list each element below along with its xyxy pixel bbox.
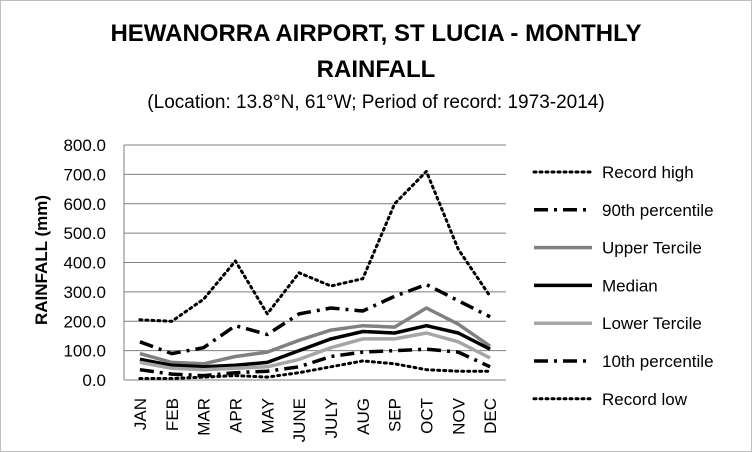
series-line-upper-tercile bbox=[139, 306, 492, 366]
x-tick-label: AUG bbox=[354, 398, 373, 435]
y-tick-label: 100.0 bbox=[63, 342, 106, 361]
legend-label: Median bbox=[602, 276, 658, 295]
series-line-record-low bbox=[138, 359, 492, 380]
series-line-median bbox=[139, 323, 491, 369]
chart-subtitle: (Location: 13.8°N, 61°W; Period of recor… bbox=[147, 92, 605, 113]
chart-title-line-2: RAINFALL bbox=[316, 56, 436, 83]
y-axis-label: RAINFALL (mm) bbox=[32, 195, 51, 325]
y-tick-label: 400.0 bbox=[63, 254, 106, 273]
x-tick-label: JAN bbox=[131, 398, 150, 430]
chart-title-line-1: HEWANORRA AIRPORT, ST LUCIA - MONTHLY bbox=[110, 20, 642, 47]
legend-label: Record high bbox=[602, 163, 694, 182]
legend-label: Upper Tercile bbox=[602, 239, 702, 258]
x-tick-label: DEC bbox=[481, 398, 500, 434]
series-line-10th-percentile bbox=[139, 347, 491, 378]
series-line-record-high bbox=[138, 169, 492, 323]
legend-label: 90th percentile bbox=[602, 201, 714, 220]
legend: Record high 90th percentile Upper Tercile M… bbox=[532, 163, 714, 409]
y-axis-ticks: 0.0 100.0 200.0 300.0 400.0 500.0 600.0 700.0 80… bbox=[63, 136, 106, 390]
x-tick-label: MAY bbox=[258, 398, 277, 434]
x-axis-ticks: JAN FEB MAR APR MAY JUNE JULY AUG SEP OCT NOV DEC bbox=[131, 397, 500, 442]
x-tick-label: OCT bbox=[417, 398, 436, 434]
series-lines bbox=[138, 169, 492, 380]
gridlines bbox=[123, 144, 506, 381]
legend-label: Record low bbox=[602, 390, 688, 409]
x-tick-label: JULY bbox=[322, 398, 341, 438]
y-tick-label: 0.0 bbox=[82, 371, 106, 390]
y-tick-label: 700.0 bbox=[63, 165, 106, 184]
x-tick-label: JUNE bbox=[290, 398, 309, 442]
x-tick-label: MAR bbox=[195, 398, 214, 436]
y-tick-label: 300.0 bbox=[63, 283, 106, 302]
y-tick-label: 200.0 bbox=[63, 312, 106, 331]
y-tick-label: 600.0 bbox=[63, 195, 106, 214]
x-tick-label: SEP bbox=[386, 398, 405, 432]
legend-label: Lower Tercile bbox=[602, 314, 702, 333]
series-line-90th-percentile bbox=[139, 282, 491, 356]
y-tick-label: 500.0 bbox=[63, 224, 106, 243]
x-tick-label: FEB bbox=[163, 398, 182, 431]
legend-label: 10th percentile bbox=[602, 352, 714, 371]
x-tick-label: NOV bbox=[449, 397, 468, 435]
x-tick-label: APR bbox=[226, 398, 245, 433]
series-line-lower-tercile bbox=[139, 331, 491, 372]
y-tick-label: 800.0 bbox=[63, 136, 106, 155]
